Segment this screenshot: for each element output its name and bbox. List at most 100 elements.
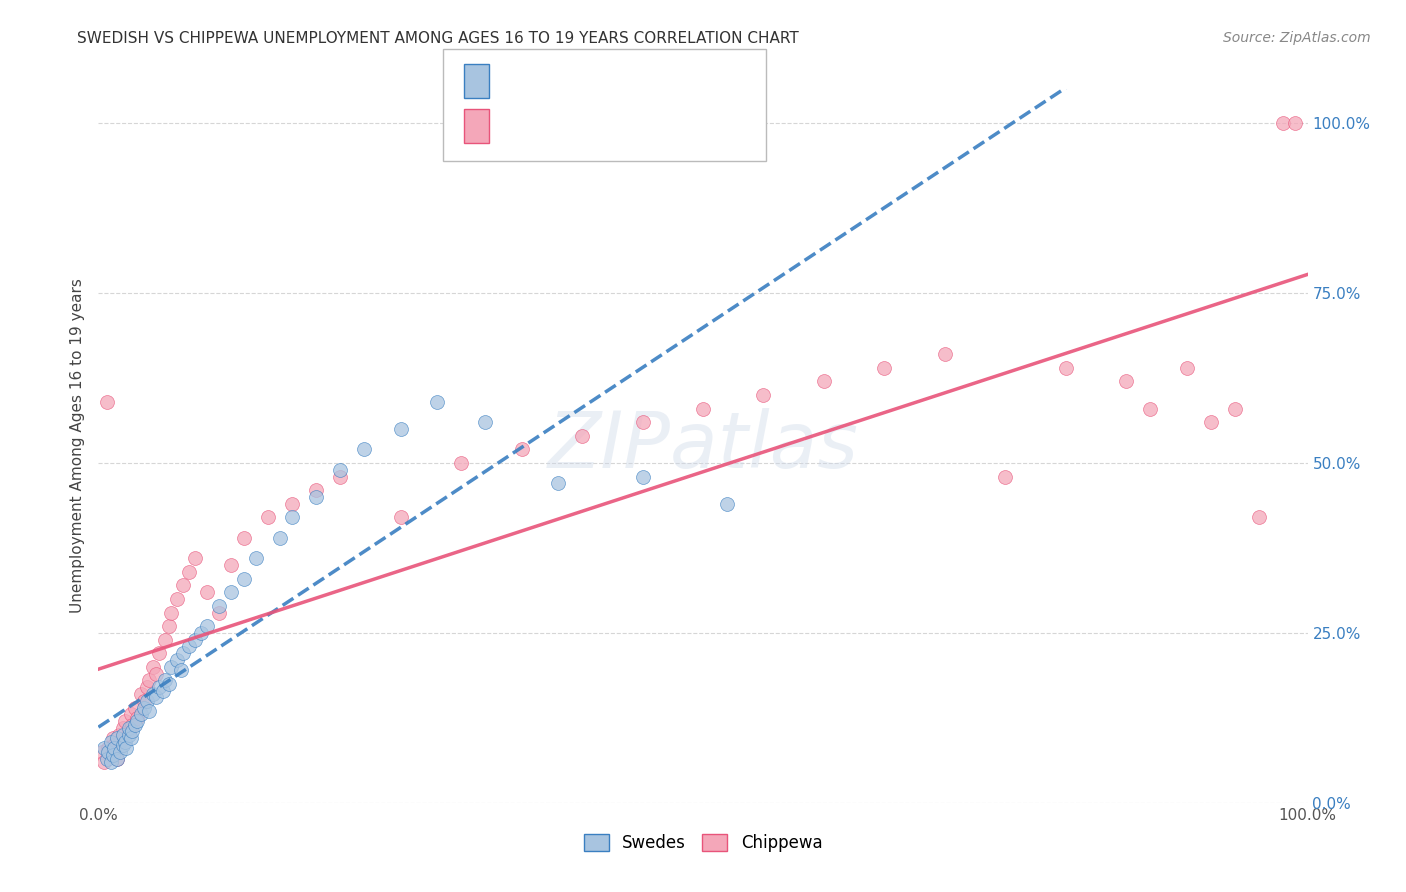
Point bbox=[571, 429, 593, 443]
Text: Source: ZipAtlas.com: Source: ZipAtlas.com bbox=[1223, 31, 1371, 45]
Point bbox=[108, 734, 131, 748]
Legend: Swedes, Chippewa: Swedes, Chippewa bbox=[576, 827, 830, 859]
Y-axis label: Unemployment Among Ages 16 to 19 years: Unemployment Among Ages 16 to 19 years bbox=[69, 278, 84, 614]
Point bbox=[389, 510, 412, 524]
Point bbox=[121, 724, 143, 739]
Point bbox=[169, 663, 191, 677]
Point bbox=[1054, 360, 1077, 375]
Point bbox=[281, 510, 304, 524]
Point bbox=[114, 734, 136, 748]
Point bbox=[179, 565, 201, 579]
Point bbox=[1249, 510, 1271, 524]
Point bbox=[208, 606, 231, 620]
Point bbox=[1199, 415, 1222, 429]
Point bbox=[135, 694, 157, 708]
Point bbox=[118, 728, 141, 742]
Point bbox=[389, 422, 412, 436]
Point bbox=[100, 748, 122, 763]
Point bbox=[138, 673, 160, 688]
Point bbox=[124, 700, 146, 714]
Point bbox=[692, 401, 714, 416]
Point bbox=[96, 751, 118, 765]
Point bbox=[813, 375, 835, 389]
Point bbox=[510, 442, 533, 457]
Point bbox=[129, 687, 152, 701]
Point bbox=[269, 531, 291, 545]
Point bbox=[208, 599, 231, 613]
Point bbox=[138, 704, 160, 718]
Point bbox=[190, 626, 212, 640]
Point bbox=[145, 690, 167, 705]
Point bbox=[108, 728, 131, 742]
Point bbox=[127, 714, 149, 729]
Point bbox=[160, 606, 183, 620]
Point bbox=[142, 687, 165, 701]
Point bbox=[127, 711, 149, 725]
Point bbox=[232, 531, 254, 545]
Point bbox=[118, 721, 141, 735]
Point bbox=[172, 646, 194, 660]
Point bbox=[101, 748, 124, 763]
Point bbox=[93, 741, 115, 756]
Point bbox=[752, 388, 775, 402]
Point bbox=[232, 572, 254, 586]
Text: R =  0.500   N = 53: R = 0.500 N = 53 bbox=[501, 72, 676, 90]
Point bbox=[111, 738, 134, 752]
Point bbox=[157, 677, 180, 691]
Point bbox=[153, 632, 176, 647]
Point bbox=[105, 731, 128, 746]
Point bbox=[305, 490, 328, 504]
Point bbox=[166, 653, 188, 667]
Point bbox=[426, 394, 449, 409]
Point bbox=[160, 660, 183, 674]
Point bbox=[96, 394, 118, 409]
Point bbox=[1115, 375, 1137, 389]
Point bbox=[100, 734, 122, 748]
Point bbox=[172, 578, 194, 592]
Point bbox=[1223, 401, 1246, 416]
Point bbox=[256, 510, 278, 524]
Point bbox=[100, 755, 122, 769]
Text: SWEDISH VS CHIPPEWA UNEMPLOYMENT AMONG AGES 16 TO 19 YEARS CORRELATION CHART: SWEDISH VS CHIPPEWA UNEMPLOYMENT AMONG A… bbox=[77, 31, 799, 46]
Point bbox=[873, 360, 896, 375]
Point bbox=[103, 741, 125, 756]
Point bbox=[195, 585, 218, 599]
Point bbox=[153, 673, 176, 688]
Point bbox=[120, 707, 142, 722]
Point bbox=[329, 469, 352, 483]
Point bbox=[105, 751, 128, 765]
Point bbox=[329, 463, 352, 477]
Point bbox=[97, 745, 120, 759]
Point bbox=[135, 680, 157, 694]
Text: R =  0.578   N = 59: R = 0.578 N = 59 bbox=[501, 117, 676, 135]
Point bbox=[129, 707, 152, 722]
Point bbox=[184, 551, 207, 566]
Point bbox=[101, 731, 124, 746]
Point bbox=[1284, 116, 1306, 130]
Point bbox=[105, 751, 128, 765]
Point bbox=[450, 456, 472, 470]
Point bbox=[115, 741, 138, 756]
Point bbox=[166, 591, 188, 606]
Point bbox=[631, 469, 654, 483]
Point bbox=[118, 724, 141, 739]
Point bbox=[1175, 360, 1198, 375]
Point bbox=[134, 700, 156, 714]
Point bbox=[145, 666, 167, 681]
Point bbox=[934, 347, 956, 361]
Point bbox=[111, 728, 134, 742]
Point bbox=[994, 469, 1017, 483]
Point bbox=[157, 619, 180, 633]
Point bbox=[179, 640, 201, 654]
Point bbox=[353, 442, 375, 457]
Point bbox=[1272, 116, 1295, 130]
Point bbox=[148, 680, 170, 694]
Point bbox=[631, 415, 654, 429]
Point bbox=[148, 646, 170, 660]
Text: ZIPatlas: ZIPatlas bbox=[547, 408, 859, 484]
Point bbox=[97, 741, 120, 756]
Point bbox=[114, 714, 136, 729]
Point bbox=[108, 745, 131, 759]
Point bbox=[245, 551, 267, 566]
Point bbox=[221, 558, 243, 572]
